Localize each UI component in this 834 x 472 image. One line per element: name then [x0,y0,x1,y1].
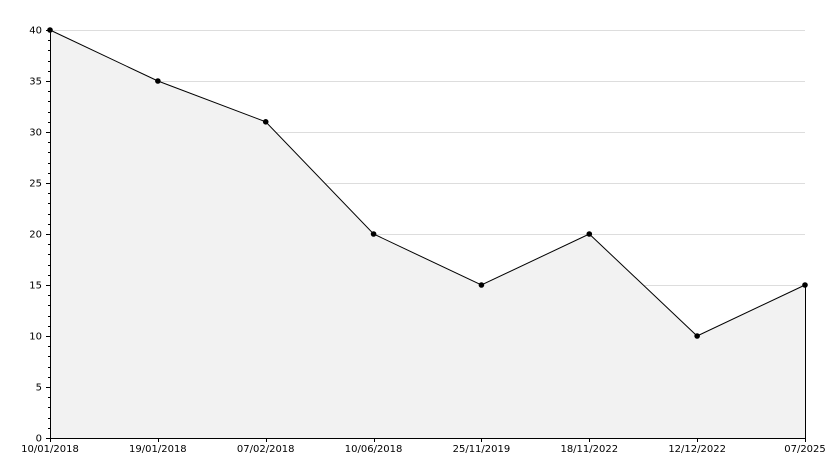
data-point-2 [262,119,269,125]
area-fill-group [50,30,806,438]
series-line-group [49,29,806,337]
x-tick-label: 25/11/2019 [453,444,511,455]
y-tick-label: 0 [36,434,42,445]
data-points [47,27,808,339]
data-point-0 [47,27,53,33]
y-tick-label: 5 [36,383,42,394]
data-point-5 [586,231,593,237]
y-tick-label: 10 [29,332,42,343]
x-tick-label: 07/2025 [784,444,826,455]
x-tick-label: 07/02/2018 [237,444,295,455]
x-tick-labels: 10/01/2018 19/01/2018 07/02/2018 10/06/2018… [21,444,826,455]
y-tick-label: 35 [29,77,42,88]
x-tick-label: 10/06/2018 [345,444,403,455]
x-tick-label: 18/11/2022 [560,444,618,455]
x-tick-label: 12/12/2022 [668,444,726,455]
y-tick-labels: 0 5 10 15 20 25 30 35 40 [29,26,42,445]
data-point-1 [155,78,161,84]
x-tick-label: 19/01/2018 [129,444,187,455]
x-tick-label: 10/01/2018 [21,444,79,455]
data-point-4 [478,282,485,288]
y-tick-label: 40 [29,26,42,37]
y-tick-label: 15 [29,281,42,292]
data-point-6 [694,333,700,339]
y-tick-label: 30 [29,128,42,139]
series-line [49,29,806,337]
axes [46,28,806,442]
y-tick-label: 20 [29,230,42,241]
data-point-7 [802,282,808,288]
y-tick-label: 25 [29,179,42,190]
data-point-3 [370,231,377,237]
area-fill [50,30,805,438]
